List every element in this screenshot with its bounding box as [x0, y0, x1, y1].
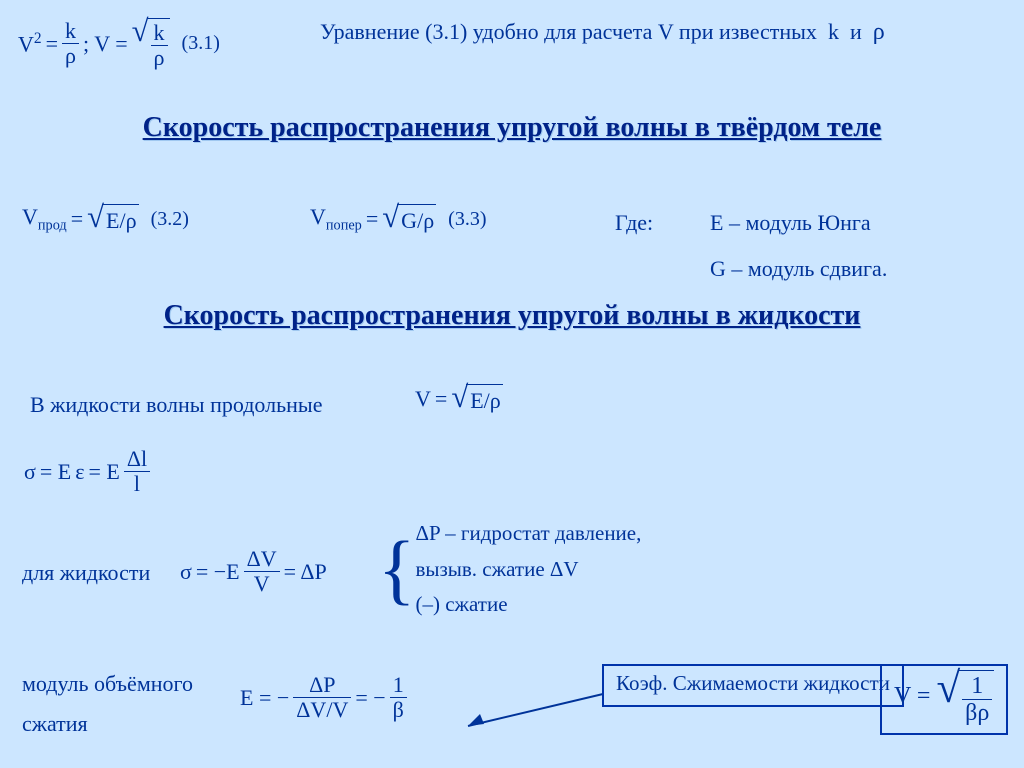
heading-liquid-wave: Скорость распространения упругой волны в…: [0, 298, 1024, 334]
eq-v-liquid: V = √ E/ρ: [415, 384, 503, 414]
brace-line-3: (–) сжатие: [415, 587, 641, 623]
frac-k-rho: k ρ: [62, 20, 79, 67]
eq-num-3-3: (3.3): [448, 208, 486, 231]
shear-modulus-label: G – модуль сдвига.: [710, 256, 887, 282]
eq-3-1: V2 = k ρ ; V = √ k ρ (3.1): [18, 18, 220, 69]
compressibility-box: Коэф. Сжимаемости жидкости: [602, 664, 904, 707]
eq-3-1-description: Уравнение (3.1) удобно для расчета V при…: [320, 16, 940, 50]
liquid-sigma-label: для жидкости: [22, 560, 150, 586]
eq-sigma-strain: σ = Eε = E Δl l: [24, 448, 150, 495]
eq-3-3: Vпопер = √ G/ρ (3.3): [310, 204, 487, 234]
bulk-modulus-label: модуль объёмного сжатия: [22, 664, 193, 743]
sym-V: V2: [18, 30, 42, 57]
young-modulus-label: E – модуль Юнга: [710, 210, 871, 236]
eq-bulk-modulus: E = − ΔP ΔV/V = − 1 β: [240, 674, 407, 721]
liquid-longitudinal-note: В жидкости волны продольные: [30, 392, 322, 418]
brace-group: { ΔP – гидростат давление, вызыв. сжатие…: [378, 516, 641, 623]
arrow-icon: [458, 688, 608, 738]
eq-liquid-sigma: σ = −E ΔV V = ΔP: [180, 548, 327, 595]
eq-num-3-2: (3.2): [151, 208, 189, 231]
eq-num-3-1: (3.1): [182, 32, 220, 55]
eq-3-2: Vпрод = √ E/ρ (3.2): [22, 204, 189, 234]
where-label: Где:: [615, 210, 653, 236]
heading-solid-wave: Скорость распространения упругой волны в…: [0, 110, 1024, 146]
sqrt-k-rho: √ k ρ: [132, 18, 170, 69]
brace-line-2: вызыв. сжатие ΔV: [415, 552, 641, 588]
brace-line-1: ΔP – гидростат давление,: [415, 516, 641, 552]
eq-v-compressibility: V = √ 1 βρ: [880, 664, 1008, 735]
brace-icon: {: [378, 538, 415, 600]
